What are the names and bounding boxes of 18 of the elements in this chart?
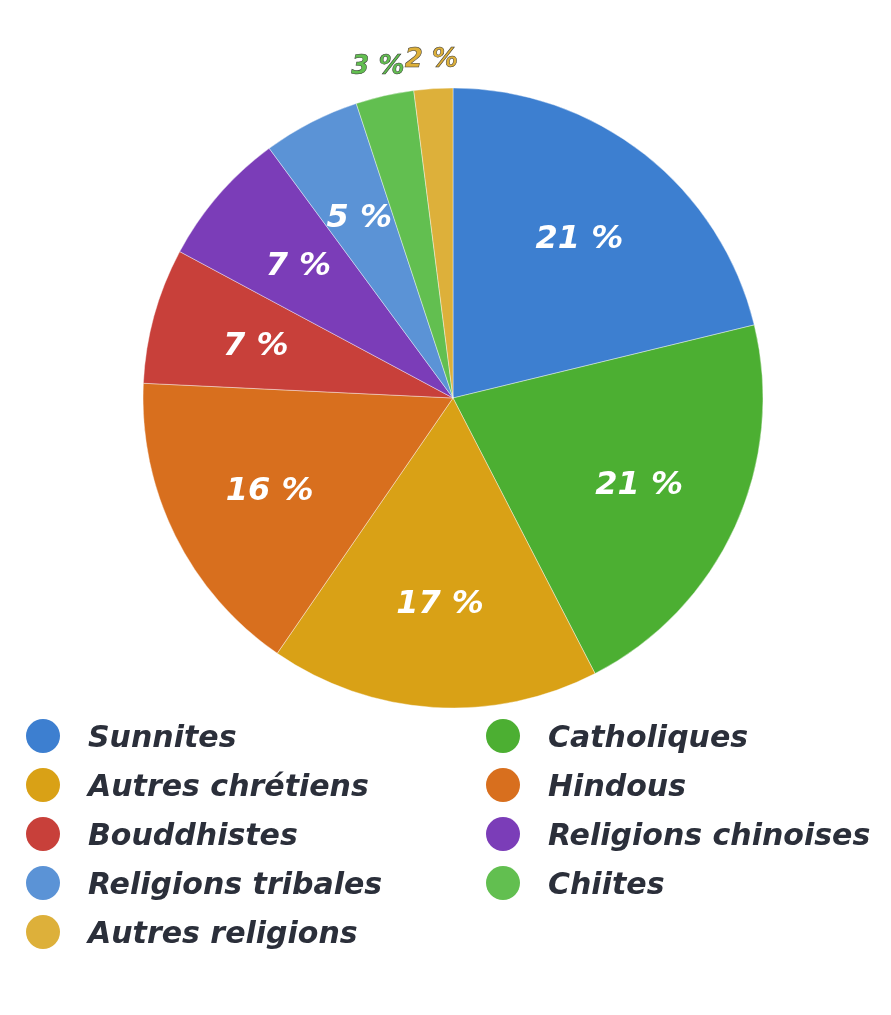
legend-label: Autres religions [86,914,358,950]
data-label: 17 % [396,583,484,622]
data-label: 7 % [265,245,332,284]
legend-label: Catholiques [548,718,749,754]
data-label: 3 % [351,50,405,81]
legend-label: Bouddhistes [88,816,298,852]
data-label: 21 % [595,464,683,503]
legend-label: Autres chrétiens [86,767,369,803]
data-label: 7 % [223,324,289,363]
data-label: 2 % [404,42,458,73]
legend-label: Chiites [548,865,665,901]
legend-label: Sunnites [88,718,237,754]
legend-label: Religions chinoises [548,816,871,852]
data-label: 16 % [225,470,314,509]
data-label: 5 % [326,197,392,236]
data-label: 21 % [535,218,624,257]
legend-label: Hindous [548,767,687,803]
legend-label: Religions tribales [88,865,383,901]
